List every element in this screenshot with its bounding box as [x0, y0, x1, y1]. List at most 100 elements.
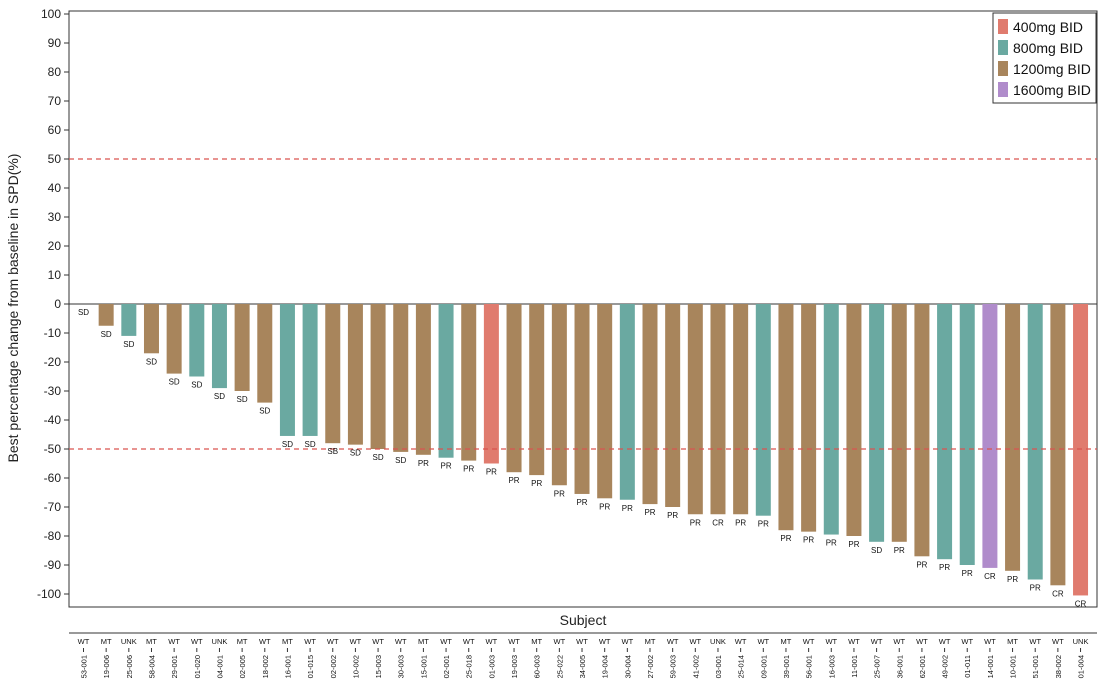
- subject-id-label: 01-011: [963, 655, 972, 678]
- response-label: PR: [894, 546, 905, 555]
- subject-id-label: 19-006: [102, 655, 111, 678]
- genotype-label: UNK: [1073, 637, 1089, 646]
- bar-34-005: [574, 304, 590, 494]
- subject-id-label: 10-002: [351, 655, 360, 678]
- response-label: SD: [146, 357, 157, 366]
- subject-id-label: 01-003: [487, 655, 496, 678]
- y-tick-label: -60: [44, 471, 62, 485]
- bar-56-001: [801, 304, 817, 532]
- genotype-label: WT: [961, 637, 973, 646]
- reference-lines-group: [69, 158, 1097, 450]
- response-label: PR: [780, 534, 791, 543]
- y-tick-label: 10: [48, 268, 62, 282]
- subject-id-label: 41-002: [691, 655, 700, 678]
- response-label: SD: [282, 440, 293, 449]
- genotype-label: WT: [304, 637, 316, 646]
- bar-19-004: [597, 304, 613, 499]
- subject-id-label: 49-002: [941, 655, 950, 678]
- subject-id-label: 04-001: [215, 655, 224, 678]
- subject-id-label: 15-001: [419, 655, 428, 678]
- subject-id-label: 09-001: [759, 655, 768, 678]
- genotype-label: WT: [984, 637, 996, 646]
- subject-id-label: 59-003: [669, 655, 678, 678]
- bar-36-001: [891, 304, 907, 542]
- subject-id-label: 38-002: [1054, 655, 1063, 678]
- genotype-label: MT: [146, 637, 157, 646]
- genotype-label: UNK: [212, 637, 228, 646]
- subject-id-label: 01-004: [1077, 655, 1086, 678]
- genotype-label: WT: [622, 637, 634, 646]
- genotype-label: MT: [101, 637, 112, 646]
- genotype-label: WT: [508, 637, 520, 646]
- bar-01-003: [483, 304, 499, 464]
- subject-id-label: 10-001: [1009, 655, 1018, 678]
- subject-id-label: 39-001: [782, 655, 791, 678]
- y-tick-label: 100: [41, 7, 61, 21]
- legend-item-label: 400mg BID: [1013, 19, 1083, 35]
- genotype-label: WT: [1052, 637, 1064, 646]
- bar-09-001: [755, 304, 771, 516]
- bar-14-001: [982, 304, 998, 568]
- y-tick-label: 90: [48, 36, 62, 50]
- legend-swatch: [998, 82, 1008, 97]
- bar-10-002: [347, 304, 363, 445]
- genotype-label: WT: [735, 637, 747, 646]
- response-label: SD: [350, 449, 361, 458]
- response-label: PR: [962, 569, 973, 578]
- response-label: SD: [78, 308, 89, 317]
- y-tick-label: 60: [48, 123, 62, 137]
- bar-30-003: [393, 304, 409, 452]
- genotype-label: WT: [395, 637, 407, 646]
- response-label: PR: [1030, 584, 1041, 593]
- bar-62-001: [914, 304, 930, 557]
- response-labels-group: SD SD SD SD SD SD SD SD SD SD SD SB SD SD SD PR PR PR PR PR…: [78, 308, 1087, 608]
- response-label: PR: [576, 498, 587, 507]
- genotype-label: WT: [372, 637, 384, 646]
- subject-id-label: 29-001: [170, 655, 179, 678]
- response-label: PR: [758, 520, 769, 529]
- subject-id-label: 36-001: [895, 655, 904, 678]
- genotype-label: WT: [893, 637, 905, 646]
- response-label: PR: [554, 489, 565, 498]
- response-label: CR: [984, 572, 996, 581]
- subject-id-label: 30-003: [397, 655, 406, 678]
- bar-59-003: [665, 304, 681, 507]
- response-label: SD: [259, 407, 270, 416]
- response-label: PR: [508, 476, 519, 485]
- bar-25-022: [551, 304, 567, 486]
- legend-item-label: 1600mg BID: [1013, 82, 1091, 98]
- subject-id-label: 15-003: [374, 655, 383, 678]
- subject-id-label: 25-018: [465, 655, 474, 678]
- genotype-label: WT: [554, 637, 566, 646]
- bar-01-011: [959, 304, 975, 565]
- bar-01-004: [1073, 304, 1089, 596]
- response-label: SD: [214, 392, 225, 401]
- y-tick-label: -20: [44, 355, 62, 369]
- genotype-label: WT: [168, 637, 180, 646]
- genotype-label: WT: [939, 637, 951, 646]
- subject-id-label: 19-004: [601, 655, 610, 678]
- bar-39-001: [778, 304, 794, 531]
- response-label: PR: [826, 539, 837, 548]
- bar-25-006: [121, 304, 137, 336]
- genotype-label: WT: [689, 637, 701, 646]
- bar-60-003: [529, 304, 545, 476]
- y-tick-label: 40: [48, 181, 62, 195]
- genotype-label: WT: [825, 637, 837, 646]
- bar-19-003: [506, 304, 522, 473]
- bar-49-002: [937, 304, 953, 560]
- bar-02-002: [325, 304, 341, 444]
- subject-id-label: 02-005: [238, 655, 247, 678]
- bar-01-020: [189, 304, 205, 377]
- genotype-label: MT: [282, 637, 293, 646]
- subject-id-label: 19-003: [510, 655, 519, 678]
- genotype-label: WT: [848, 637, 860, 646]
- genotype-label: UNK: [710, 637, 726, 646]
- subject-id-label: 01-020: [193, 655, 202, 678]
- y-tick-label: -90: [44, 558, 62, 572]
- bar-41-002: [687, 304, 703, 515]
- response-label: SD: [101, 330, 112, 339]
- response-label: SD: [871, 546, 882, 555]
- bar-25-007: [869, 304, 885, 542]
